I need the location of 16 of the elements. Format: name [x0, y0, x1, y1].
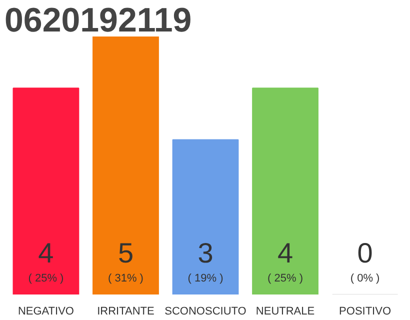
- annotation: ( 0% ): [350, 272, 380, 284]
- data-label: 4: [38, 238, 54, 268]
- x-tick-label: NEUTRALE: [256, 306, 315, 318]
- data-label: 4: [277, 238, 294, 268]
- x-tick-label: SCONOSCIUTO: [164, 306, 247, 318]
- annotation: ( 19% ): [188, 272, 224, 284]
- annotation: ( 25% ): [268, 272, 304, 284]
- data-label: 3: [198, 238, 214, 268]
- chart-title: 0620192119: [4, 2, 192, 40]
- annotation: ( 31% ): [108, 272, 144, 284]
- data-label: 5: [118, 238, 134, 268]
- data-label: 0: [357, 238, 373, 268]
- x-tick-label: NEGATIVO: [18, 306, 74, 318]
- x-tick-label: POSITIVO: [339, 306, 392, 318]
- annotation: ( 25% ): [28, 272, 64, 284]
- x-tick-label: IRRITANTE: [97, 306, 154, 318]
